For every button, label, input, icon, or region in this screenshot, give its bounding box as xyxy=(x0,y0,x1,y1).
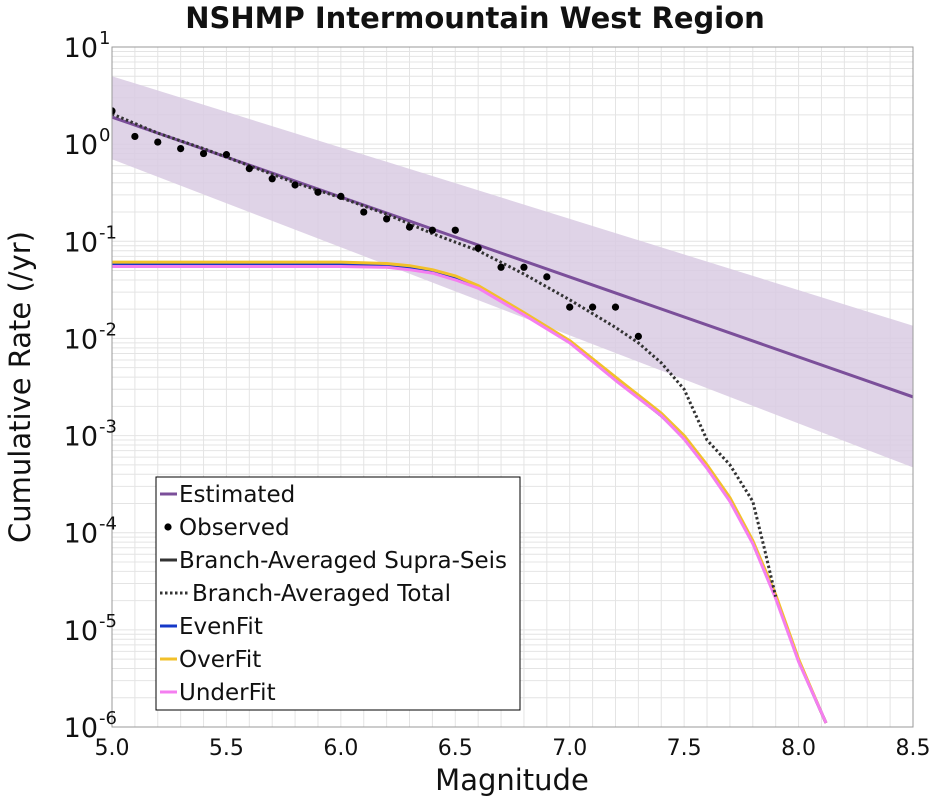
observed-point xyxy=(497,263,505,271)
observed-point xyxy=(268,175,276,183)
plot-area: 5.0 5.5 6.0 6.5 7.0 7.5 8.0 8.510-610-510-410-3… xyxy=(64,28,931,761)
chart-title: NSHMP Intermountain West Region xyxy=(185,1,765,35)
observed-point xyxy=(360,208,368,216)
observed-point xyxy=(474,244,482,252)
x-tick-label: 5.0 xyxy=(95,736,130,761)
series-line-branch-averaged-total xyxy=(112,112,778,597)
y-tick-exponent: 0 xyxy=(99,125,110,146)
y-tick-exponent: -4 xyxy=(99,514,117,535)
x-tick-label: 7.5 xyxy=(667,736,702,761)
observed-point xyxy=(451,226,459,234)
y-tick-label: 10 xyxy=(64,519,98,550)
observed-point xyxy=(520,263,528,271)
observed-point xyxy=(131,132,139,141)
series-line-underfit xyxy=(112,265,828,724)
series-line-overfit xyxy=(112,260,828,724)
observed-point xyxy=(337,192,345,200)
y-tick-label: 10 xyxy=(64,713,98,744)
plot-frame xyxy=(111,46,914,728)
x-tick-label: 6.5 xyxy=(438,736,473,761)
observed-point xyxy=(634,332,642,340)
observed-point xyxy=(383,215,391,223)
observed-point xyxy=(543,273,551,281)
uncertainty-band xyxy=(112,76,913,468)
observed-point xyxy=(611,303,620,311)
y-tick-exponent: -5 xyxy=(99,611,117,632)
y-tick-exponent: -3 xyxy=(99,417,117,438)
y-tick-exponent: 1 xyxy=(99,28,110,49)
x-tick-label: 8.0 xyxy=(781,736,816,761)
y-tick-exponent: -6 xyxy=(99,708,117,729)
x-tick-label: 5.5 xyxy=(209,736,244,761)
y-tick-exponent: -1 xyxy=(99,222,117,243)
legend-label-overfit: OverFit xyxy=(179,647,261,673)
legend-label-branch-averaged-supra-seis: Branch-Averaged Supra-Seis xyxy=(179,548,507,574)
observed-point xyxy=(222,151,231,159)
legend: Estimated Observed Branch-Averaged Supra-S… xyxy=(155,476,521,711)
y-tick-exponent: -2 xyxy=(99,319,117,340)
observed-point xyxy=(405,223,414,231)
observed-point xyxy=(314,188,322,196)
series-observed xyxy=(112,107,642,340)
x-tick-label: 6.0 xyxy=(323,736,358,761)
y-axis-label: Cumulative Rate (/yr) xyxy=(3,231,37,543)
observed-point xyxy=(112,107,116,115)
y-tick-label: 10 xyxy=(64,33,98,64)
x-tick-label: 8.5 xyxy=(896,736,931,761)
y-tick-label: 10 xyxy=(64,422,98,453)
legend-label-branch-averaged-total: Branch-Averaged Total xyxy=(192,581,451,607)
observed-point xyxy=(291,181,299,189)
y-tick-label: 10 xyxy=(64,616,98,647)
legend-label-estimated: Estimated xyxy=(179,482,295,508)
legend-swatch-observed xyxy=(164,523,172,531)
observed-point xyxy=(566,303,574,311)
legend-label-observed: Observed xyxy=(179,515,290,541)
legend-label-evenfit: EvenFit xyxy=(179,614,263,640)
observed-point xyxy=(177,144,185,153)
y-tick-label: 10 xyxy=(64,130,98,161)
observed-point xyxy=(154,138,162,146)
series-line-estimated xyxy=(112,115,913,399)
observed-point xyxy=(199,149,208,158)
observed-point xyxy=(428,226,436,234)
legend-box xyxy=(155,476,521,711)
observed-point xyxy=(589,303,597,311)
legend-label-underfit: UnderFit xyxy=(179,680,276,706)
x-axis-label: Magnitude xyxy=(435,763,589,797)
y-tick-label: 10 xyxy=(64,227,98,258)
y-tick-label: 10 xyxy=(64,324,98,355)
x-tick-label: 7.0 xyxy=(552,736,587,761)
observed-point xyxy=(245,165,253,173)
